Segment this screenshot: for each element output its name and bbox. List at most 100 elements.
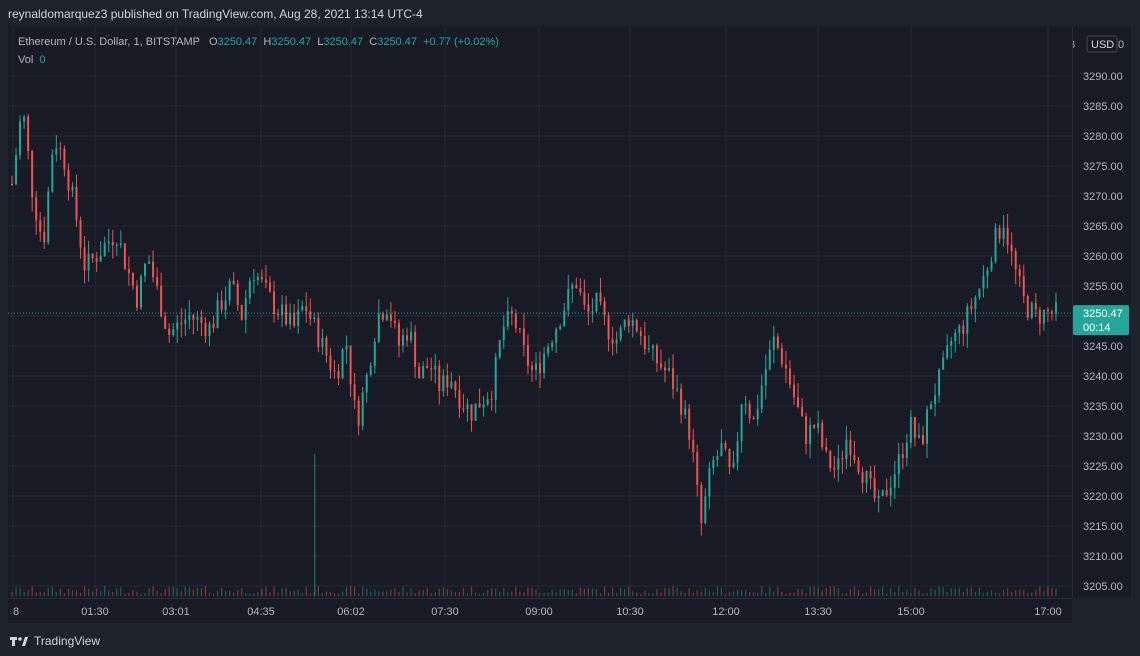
candle-body — [676, 388, 679, 390]
candle-body — [63, 148, 66, 170]
candle-body — [921, 435, 924, 444]
volume-bar — [672, 586, 674, 596]
candle-body — [430, 368, 433, 370]
currency-label-box[interactable] — [1086, 35, 1118, 53]
candle-body — [285, 304, 288, 325]
volume-bar — [233, 592, 235, 596]
price-tick-label: 3280.00 — [1083, 131, 1123, 143]
candle-body — [539, 363, 542, 374]
candle-body — [293, 312, 296, 326]
time-tick-label: 15:00 — [897, 606, 925, 618]
volume-bar — [656, 588, 658, 596]
volume-bar — [1007, 587, 1009, 596]
volume-bar — [531, 587, 533, 596]
candle-body — [986, 269, 989, 276]
volume-bar — [612, 587, 614, 596]
volume-bar — [79, 592, 82, 596]
candle-body — [361, 392, 364, 426]
candle-body — [716, 456, 719, 460]
volume-bar — [853, 586, 856, 596]
candle-body — [877, 495, 880, 499]
volume-bar — [321, 593, 323, 596]
candle-body — [216, 300, 219, 328]
candle-body — [397, 323, 400, 346]
volume-bar — [374, 589, 376, 596]
volume-bar — [587, 588, 590, 596]
change-value: +0.77 (+0.02%) — [423, 36, 499, 48]
tradingview-brand: TradingView — [34, 634, 101, 648]
volume-bar — [603, 586, 606, 596]
volume-bar — [720, 587, 723, 596]
candle-body — [277, 313, 280, 316]
candle-body — [148, 261, 151, 264]
volume-bar — [906, 589, 908, 596]
candle-body — [913, 417, 916, 438]
price-axis[interactable]: 3 USD 0 3290.00 3285.00 3280.00 3275.00 3270.00… — [1069, 26, 1131, 598]
volume-bar — [841, 593, 843, 596]
volume-bar — [998, 593, 1001, 596]
volume-bar — [434, 592, 436, 596]
volume-bar — [749, 591, 751, 596]
currency-label[interactable]: USD — [1091, 39, 1114, 51]
time-tick-label: 07:30 — [431, 606, 459, 618]
candle-body — [426, 366, 429, 369]
volume-bar — [1002, 589, 1005, 596]
volume-bar — [96, 588, 98, 596]
candle-body — [228, 280, 231, 301]
volume-bar — [43, 592, 45, 596]
price-tick-label: 3260.00 — [1083, 251, 1123, 263]
volume-bar — [809, 586, 811, 596]
volume-bar — [652, 593, 654, 596]
candle-body — [401, 335, 404, 346]
candle-body — [75, 187, 78, 221]
symbol-name[interactable]: Ethereum / U.S. Dollar, 1, BITSTAMP — [18, 36, 200, 48]
volume-bar — [559, 589, 561, 596]
volume-bar — [285, 588, 287, 596]
candle-body — [792, 384, 795, 398]
time-axis-svg[interactable]: 8 01:30 03:01 04:35 06:02 07:30 09:00 10:30 12:0… — [8, 599, 1072, 623]
volume-bar — [450, 590, 452, 596]
volume-bar — [579, 587, 581, 596]
volume-bar — [583, 588, 585, 596]
volume-bar — [333, 593, 336, 596]
volume-bar — [607, 592, 610, 596]
candle-body — [982, 275, 985, 289]
candle-body — [115, 244, 118, 246]
candle-body — [639, 331, 642, 337]
volume-bar — [410, 588, 412, 596]
price-tick-label: 3245.00 — [1083, 341, 1123, 353]
candle-body — [595, 292, 598, 312]
volume-bar — [946, 592, 948, 596]
volume-label: Vol — [18, 54, 34, 66]
volume-bar — [406, 592, 408, 596]
low-value: 3250.47 — [323, 36, 364, 48]
price-axis-svg[interactable]: 3 USD 0 3290.00 3285.00 3280.00 3275.00 3270.00… — [1069, 26, 1131, 598]
volume-bar — [833, 586, 835, 596]
candlestick-chart[interactable] — [8, 26, 1072, 598]
candle-body — [583, 292, 586, 305]
price-tick-label: 3255.00 — [1083, 281, 1123, 293]
candle-body — [651, 345, 654, 349]
candle-body — [200, 316, 203, 323]
volume-bar — [861, 593, 864, 596]
price-tick-label: 3230.00 — [1083, 431, 1123, 443]
volume-bar — [491, 588, 493, 596]
volume-bar — [978, 587, 981, 596]
candle-body — [103, 243, 106, 256]
candle-body — [926, 409, 929, 444]
chart-area[interactable] — [8, 26, 1072, 598]
candle-body — [881, 490, 884, 496]
tradingview-logo[interactable]: TradingView — [10, 632, 100, 650]
candle-body — [236, 283, 239, 306]
candle-body — [752, 417, 755, 420]
volume-bar — [325, 591, 328, 596]
volume-bar — [805, 593, 807, 596]
volume-bar — [874, 589, 876, 596]
volume-bar — [986, 591, 989, 596]
volume-bar — [821, 590, 823, 596]
candle-body — [865, 471, 868, 483]
time-axis[interactable]: 8 01:30 03:01 04:35 06:02 07:30 09:00 10:30 12:0… — [8, 598, 1072, 623]
candle-body — [712, 459, 715, 469]
volume-bar — [769, 586, 771, 596]
volume-bar — [402, 587, 404, 596]
